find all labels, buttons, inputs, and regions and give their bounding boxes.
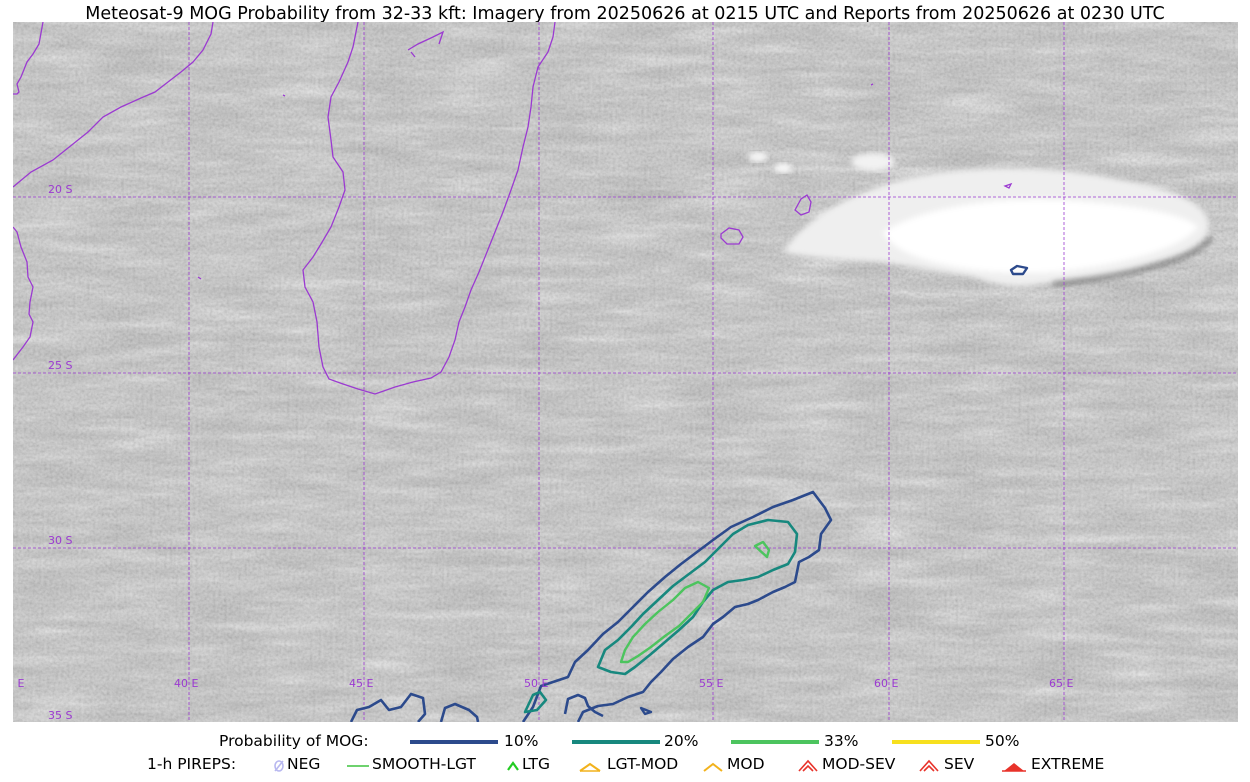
coast-africa-north [13, 22, 214, 188]
sev-icon [919, 759, 939, 772]
pirep-label-mod: MOD [727, 755, 765, 773]
lon-label-50e: 50 E [524, 677, 548, 690]
legend-swatch-10 [410, 740, 498, 744]
contour-33-small [753, 540, 771, 559]
legend-swatch-33 [731, 740, 819, 744]
legend-label-50: 50% [985, 732, 1020, 750]
ltg-icon [507, 761, 519, 771]
contour-10-dot [639, 706, 653, 716]
island-rodrigues [1003, 182, 1013, 189]
extreme-icon [1002, 763, 1026, 772]
lon-label-65e: 65 E [1049, 677, 1073, 690]
contour-33-main [619, 580, 711, 664]
coast-madagascar [302, 22, 556, 395]
contour-10-cloud [1009, 264, 1029, 276]
legend-swatch-20 [572, 740, 660, 744]
lon-label-45e: 45 E [349, 677, 373, 690]
pirep-label-ltg: LTG [522, 755, 550, 773]
pirep-legend-label: 1-h PIREPS: [147, 755, 237, 773]
island-reunion [720, 227, 744, 245]
map-title: Meteosat-9 MOG Probability from 32-33 kf… [85, 4, 1165, 24]
lon-label-35e: 35 E [13, 677, 24, 690]
map-panel: 20 S 25 S 30 S 35 S 35 E 40 E 45 E 50 E … [13, 22, 1238, 722]
lon-label-55e: 55 E [699, 677, 723, 690]
lat-label-35s: 35 S [48, 709, 72, 722]
pirep-label-neg: NEG [287, 755, 321, 773]
contour-10-low-c [563, 693, 604, 718]
neg-icon [274, 760, 284, 772]
mod-sev-icon [798, 759, 818, 772]
pirep-label-mod-sev: MOD-SEV [822, 755, 896, 773]
lat-labels: 20 S 25 S 30 S 35 S [48, 183, 72, 722]
contour-10-low-a [349, 692, 427, 722]
island-mauritius [794, 194, 812, 216]
island-small [197, 83, 874, 280]
lat-label-30s: 30 S [48, 534, 72, 547]
pirep-legend: 1-h PIREPS: NEG SMOOTH-LGT LTG LGT-MOD M… [0, 755, 1250, 777]
smooth-lgt-icon [347, 765, 369, 767]
probability-legend-label: Probability of MOG: [219, 732, 369, 750]
probability-contours [349, 264, 1029, 722]
lon-label-60e: 60 E [874, 677, 898, 690]
graticule [13, 22, 1238, 722]
legend-label-33: 33% [824, 732, 859, 750]
contour-10-main [521, 490, 833, 722]
pirep-label-sev: SEV [944, 755, 975, 773]
cloud-band [748, 152, 1213, 287]
mod-icon [703, 762, 723, 772]
legend-label-20: 20% [664, 732, 699, 750]
pirep-label-lgt-mod: LGT-MOD [607, 755, 679, 773]
lgt-mod-icon [579, 762, 601, 772]
coastlines [13, 22, 1013, 395]
coast-mozambique [13, 226, 34, 361]
lon-label-40e: 40 E [174, 677, 198, 690]
lon-labels: 35 E 40 E 45 E 50 E 55 E 60 E 65 E [13, 677, 1073, 690]
contour-20-main [596, 518, 799, 676]
pirep-label-extreme: EXTREME [1031, 755, 1105, 773]
lat-label-20s: 20 S [48, 183, 72, 196]
legend-label-10: 10% [504, 732, 539, 750]
legend-swatch-50 [892, 740, 980, 744]
coast-comoros [407, 30, 445, 58]
pirep-label-smooth-lgt: SMOOTH-LGT [372, 755, 476, 773]
satellite-map: 20 S 25 S 30 S 35 S 35 E 40 E 45 E 50 E … [13, 22, 1238, 722]
lat-label-25s: 25 S [48, 359, 72, 372]
contour-20-low [523, 690, 548, 714]
contour-10-low-b [439, 702, 480, 722]
coast-africa-upper [13, 22, 44, 95]
imagery-grain [13, 22, 1238, 722]
probability-legend: Probability of MOG: 10% 20% 33% 50% [0, 732, 1250, 754]
